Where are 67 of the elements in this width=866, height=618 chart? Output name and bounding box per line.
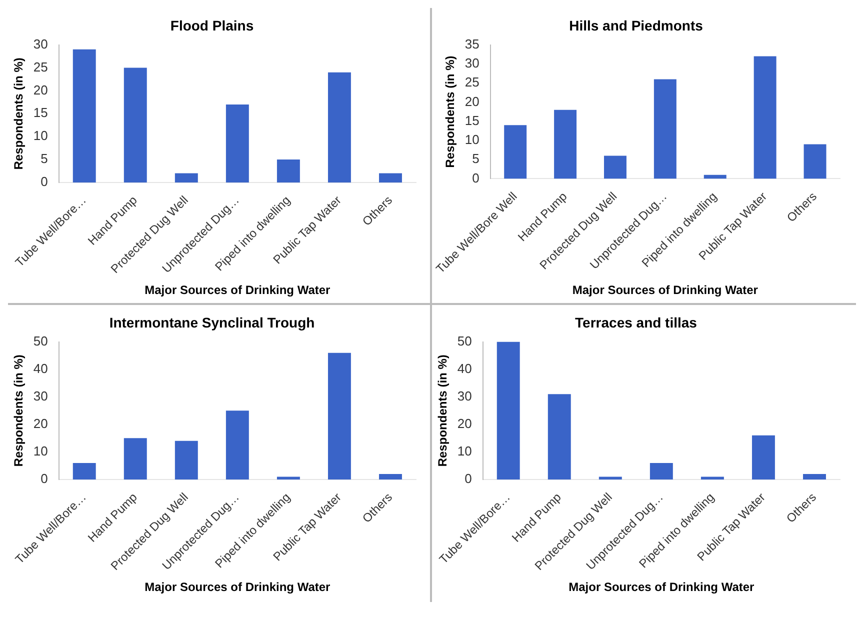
- y-axis-title: Respondents (in %): [12, 354, 26, 467]
- bar: [548, 394, 571, 480]
- bar: [650, 462, 673, 480]
- y-tick-label: 30: [33, 36, 48, 52]
- bar: [504, 125, 527, 179]
- chart-title: Hills and Piedmonts: [569, 17, 704, 34]
- bar: [124, 68, 147, 182]
- bar: [328, 352, 351, 480]
- y-tick-label: 20: [464, 94, 480, 109]
- bar: [752, 435, 775, 480]
- y-tick-label: 25: [464, 74, 480, 90]
- y-tick-label: 30: [457, 388, 472, 404]
- bar: [174, 173, 198, 182]
- y-tick-label: 50: [33, 333, 48, 348]
- y-tick-label: 40: [457, 360, 472, 376]
- y-tick-label: 10: [33, 444, 48, 459]
- y-tick-label: 10: [464, 132, 480, 148]
- bar: [654, 79, 676, 179]
- bar: [700, 476, 724, 480]
- y-tick-label: 30: [33, 388, 48, 404]
- x-axis-title: Major Sources of Drinking Water: [572, 283, 758, 298]
- y-tick-label: 15: [33, 105, 48, 120]
- y-tick-label: 0: [464, 471, 472, 486]
- bar: [276, 160, 300, 182]
- x-axis-title: Major Sources of Drinking Water: [568, 580, 755, 594]
- bar: [72, 49, 96, 182]
- y-tick-label: 10: [457, 444, 472, 459]
- bar: [704, 174, 726, 179]
- y-tick-label: 5: [472, 151, 480, 166]
- x-axis-title: Major Sources of Drinking Water: [144, 283, 331, 298]
- chart-title: Flood Plains: [170, 17, 254, 34]
- y-axis-title: Respondents (in %): [436, 354, 450, 467]
- bar: [496, 342, 520, 480]
- bar: [226, 410, 249, 480]
- y-tick-label: 40: [33, 360, 48, 376]
- bar: [554, 110, 577, 179]
- chart-title: Intermontane Synclinal Trough: [109, 314, 315, 330]
- bar: [754, 56, 776, 179]
- bar: [124, 438, 147, 480]
- y-tick-label: 35: [464, 36, 480, 52]
- y-tick-label: 15: [464, 112, 480, 128]
- bar: [174, 440, 198, 480]
- y-tick-label: 20: [457, 416, 472, 431]
- y-tick-label: 50: [457, 333, 472, 348]
- bar: [72, 462, 96, 480]
- y-tick-label: 0: [40, 174, 48, 190]
- bar: [379, 474, 402, 480]
- y-tick-label: 25: [33, 59, 48, 74]
- y-tick-label: 0: [40, 471, 48, 486]
- bar: [803, 474, 826, 480]
- bar: [379, 173, 402, 182]
- y-tick-label: 5: [40, 151, 48, 166]
- bar: [328, 72, 351, 182]
- y-tick-label: 20: [33, 416, 48, 431]
- y-tick-label: 10: [33, 128, 48, 144]
- bar: [598, 476, 622, 480]
- y-tick-label: 20: [33, 82, 48, 98]
- bar: [804, 144, 826, 179]
- bar: [226, 104, 249, 182]
- bar: [604, 156, 626, 179]
- y-tick-label: 30: [464, 56, 480, 71]
- x-axis-title: Major Sources of Drinking Water: [144, 580, 331, 594]
- chart-title: Terraces and tillas: [575, 314, 698, 330]
- bar: [276, 476, 300, 480]
- y-axis-title: Respondents (in %): [443, 56, 458, 168]
- y-axis-title: Respondents (in %): [12, 58, 26, 170]
- y-tick-label: 0: [472, 170, 480, 186]
